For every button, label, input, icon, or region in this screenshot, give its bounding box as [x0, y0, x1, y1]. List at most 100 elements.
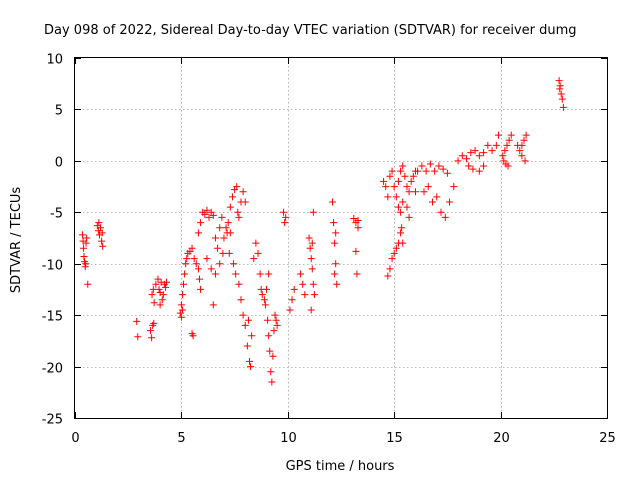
data-point: [307, 306, 315, 314]
data-point: [216, 260, 224, 268]
data-point: [471, 147, 479, 155]
data-point: [161, 283, 169, 291]
data-point: [354, 224, 362, 232]
y-tick-label: -20: [42, 362, 63, 377]
data-point: [195, 275, 203, 283]
data-point: [306, 244, 314, 252]
data-point: [188, 244, 196, 252]
data-point: [148, 291, 156, 299]
data-point: [388, 167, 396, 175]
data-point: [380, 177, 388, 185]
data-point: [492, 141, 500, 149]
data-point: [241, 321, 249, 329]
y-tick-label: -15: [42, 310, 63, 325]
data-point: [384, 193, 392, 201]
data-point: [310, 291, 318, 299]
data-point: [150, 299, 158, 307]
axis-ticks: 0 5 10 15 20 25 -25 -20 -15 -10 -5 0 5 10: [42, 53, 616, 447]
data-point: [309, 280, 317, 288]
data-point: [386, 265, 394, 273]
data-point: [516, 147, 524, 155]
data-point: [243, 342, 251, 350]
grid-lines: [75, 58, 607, 418]
data-point: [266, 347, 274, 355]
x-tick-label: 15: [386, 431, 403, 446]
data-point: [237, 296, 245, 304]
y-tick-label: -25: [42, 413, 63, 428]
data-point: [475, 167, 483, 175]
data-point: [426, 160, 434, 168]
data-point: [256, 270, 264, 278]
data-point: [280, 208, 288, 216]
data-point: [252, 239, 260, 247]
x-axis-title: GPS time / hours: [286, 459, 395, 474]
data-point: [469, 165, 477, 173]
data-point: [484, 141, 492, 149]
data-point: [78, 231, 86, 239]
data-point: [382, 183, 390, 191]
data-point: [397, 229, 405, 237]
data-point: [446, 198, 454, 206]
data-point: [398, 224, 406, 232]
data-point: [80, 244, 88, 252]
data-point: [247, 363, 255, 371]
data-point: [499, 152, 507, 160]
data-point: [214, 244, 222, 252]
data-point: [226, 229, 234, 237]
data-point: [388, 255, 396, 263]
data-point: [220, 234, 228, 242]
data-point: [557, 90, 565, 98]
data-point: [503, 141, 511, 149]
data-point: [157, 278, 165, 286]
data-point: [424, 183, 432, 191]
data-point: [233, 183, 241, 191]
x-tick-label: 25: [599, 431, 616, 446]
data-point: [156, 301, 164, 309]
data-point: [134, 333, 142, 341]
data-point: [209, 211, 217, 219]
data-point: [218, 213, 226, 221]
data-point: [99, 242, 107, 250]
data-point: [222, 224, 230, 232]
data-point: [418, 162, 426, 170]
data-point: [437, 208, 445, 216]
data-point: [390, 249, 398, 257]
data-point: [475, 152, 483, 160]
data-point: [282, 213, 290, 221]
data-point: [80, 253, 88, 261]
data-point: [190, 255, 198, 263]
y-tick-label: 0: [55, 156, 63, 171]
data-point: [480, 162, 488, 170]
data-point: [264, 316, 272, 324]
data-point: [308, 239, 316, 247]
data-point: [183, 255, 191, 263]
data-point: [399, 198, 407, 206]
data-point: [394, 177, 402, 185]
data-point: [194, 265, 202, 273]
data-point: [394, 203, 402, 211]
data-point: [158, 296, 166, 304]
data-point: [250, 255, 258, 263]
data-point: [177, 313, 185, 321]
data-point: [224, 219, 232, 227]
data-point: [331, 239, 339, 247]
data-point: [260, 296, 268, 304]
data-point: [450, 183, 458, 191]
data-point: [353, 270, 361, 278]
data-point: [439, 165, 447, 173]
data-point: [189, 332, 197, 340]
y-tick-label: 5: [55, 104, 63, 119]
data-point: [458, 152, 466, 160]
data-point: [235, 280, 243, 288]
data-point: [228, 193, 236, 201]
data-point: [98, 229, 106, 237]
data-point: [257, 285, 265, 293]
data-point: [177, 301, 185, 309]
data-point: [248, 332, 256, 340]
data-point: [405, 188, 413, 196]
data-point: [234, 208, 242, 216]
data-point: [133, 317, 141, 325]
data-point: [286, 306, 294, 314]
data-point: [83, 234, 91, 242]
